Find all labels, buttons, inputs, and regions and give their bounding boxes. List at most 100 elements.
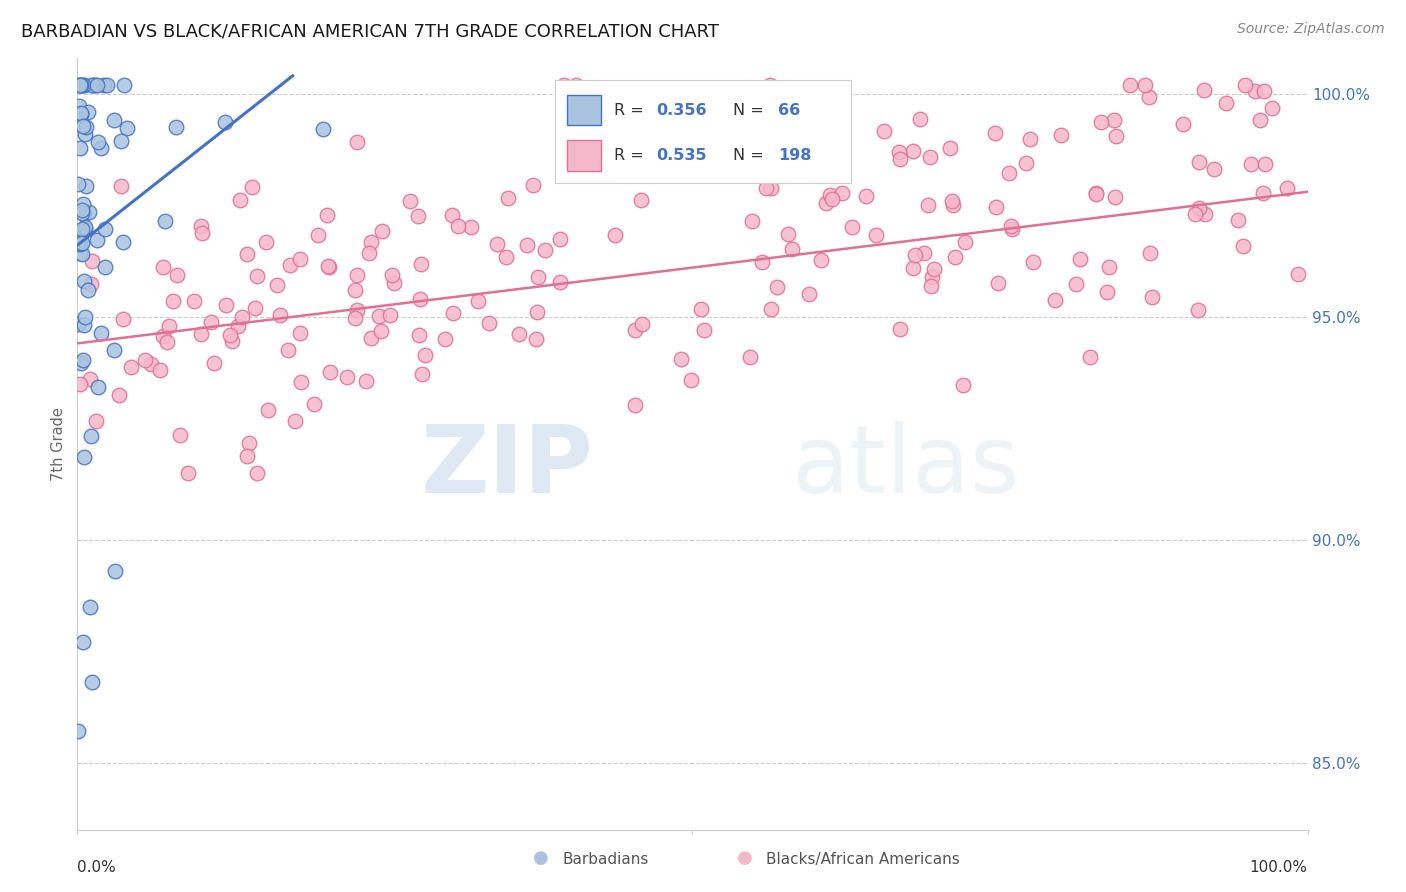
Point: [72, 119, 94, 133]
Point: [243, 301, 266, 316]
Point: [218, 327, 240, 342]
Point: [108, 387, 131, 401]
Point: [441, 208, 464, 222]
Point: [380, 268, 402, 283]
Point: [277, 343, 299, 357]
Point: [214, 115, 236, 129]
Point: [693, 323, 716, 337]
Point: [943, 250, 966, 264]
Point: [1286, 267, 1309, 281]
Point: [889, 322, 911, 336]
Point: [1001, 221, 1024, 235]
Point: [80, 277, 103, 291]
Point: [550, 232, 572, 246]
Point: [624, 398, 647, 412]
Point: [162, 293, 184, 308]
Point: [1260, 101, 1282, 115]
Point: [741, 214, 763, 228]
Point: [986, 200, 1008, 214]
Point: [766, 280, 789, 294]
Point: [901, 261, 924, 276]
Point: [152, 329, 174, 343]
Point: [1233, 78, 1256, 92]
Point: [368, 309, 391, 323]
Point: [359, 246, 381, 260]
Point: [912, 246, 935, 260]
Point: [67, 99, 90, 113]
Point: [1133, 78, 1156, 92]
Point: [346, 302, 368, 317]
Point: [269, 308, 291, 322]
Point: [90, 326, 112, 340]
Point: [72, 352, 94, 367]
Point: [67, 724, 90, 739]
Point: [522, 178, 544, 193]
Text: 66: 66: [779, 103, 800, 118]
Point: [246, 269, 269, 284]
Point: [657, 163, 679, 178]
Point: [152, 260, 174, 274]
Point: [86, 78, 108, 92]
Point: [307, 227, 329, 242]
Point: [630, 193, 652, 207]
Text: ZIP: ZIP: [422, 421, 595, 513]
Text: BARBADIAN VS BLACK/AFRICAN AMERICAN 7TH GRADE CORRELATION CHART: BARBADIAN VS BLACK/AFRICAN AMERICAN 7TH …: [21, 22, 718, 40]
Point: [86, 233, 108, 247]
Point: [1104, 113, 1126, 128]
Point: [873, 124, 896, 138]
FancyBboxPatch shape: [567, 140, 602, 170]
Point: [103, 343, 125, 358]
Point: [1085, 186, 1108, 200]
Point: [112, 78, 135, 92]
Text: 0.535: 0.535: [655, 148, 706, 162]
Point: [1000, 219, 1022, 234]
Point: [408, 328, 430, 343]
Point: [1090, 114, 1112, 128]
Point: [941, 194, 963, 208]
Point: [77, 104, 100, 119]
Point: [1215, 96, 1237, 111]
Point: [73, 207, 96, 221]
Point: [236, 450, 259, 464]
Point: [290, 326, 312, 340]
Point: [550, 276, 572, 290]
Point: [80, 428, 103, 442]
Point: [631, 318, 654, 332]
Point: [66, 177, 89, 191]
Point: [446, 219, 468, 233]
Point: [183, 293, 205, 308]
Point: [371, 224, 394, 238]
Point: [1095, 285, 1118, 300]
Point: [153, 213, 176, 227]
Point: [215, 298, 238, 312]
Point: [998, 166, 1021, 180]
Point: [1226, 213, 1249, 227]
Point: [343, 311, 366, 326]
Point: [165, 120, 187, 135]
Text: ●: ●: [533, 849, 550, 867]
Point: [920, 150, 942, 164]
Point: [413, 347, 436, 361]
Point: [1085, 186, 1108, 201]
Point: [953, 235, 976, 249]
Point: [202, 356, 225, 370]
Point: [815, 195, 838, 210]
Point: [235, 246, 257, 260]
Text: Barbadians: Barbadians: [562, 852, 648, 867]
Point: [478, 316, 501, 330]
Point: [177, 466, 200, 480]
Point: [686, 154, 709, 169]
Point: [246, 466, 269, 480]
Point: [755, 181, 778, 195]
Point: [72, 78, 94, 92]
Point: [336, 369, 359, 384]
Point: [910, 112, 932, 126]
Point: [565, 78, 588, 92]
Point: [865, 228, 887, 243]
Point: [115, 120, 138, 135]
Point: [96, 78, 118, 92]
Point: [818, 188, 841, 202]
Point: [889, 152, 911, 166]
Point: [69, 356, 91, 370]
Point: [73, 219, 96, 234]
